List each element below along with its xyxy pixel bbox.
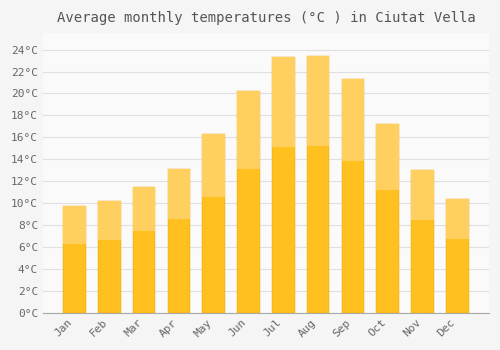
Bar: [133, 187, 156, 313]
Bar: [237, 91, 260, 313]
Bar: [376, 124, 399, 190]
Bar: [98, 201, 120, 240]
Title: Average monthly temperatures (°C ) in Ciutat Vella: Average monthly temperatures (°C ) in Ci…: [56, 11, 476, 25]
Bar: [446, 199, 468, 239]
Bar: [237, 91, 260, 169]
Bar: [63, 206, 86, 244]
Bar: [133, 187, 156, 231]
Bar: [376, 124, 399, 313]
Bar: [307, 56, 330, 313]
Bar: [342, 79, 364, 313]
Bar: [168, 169, 190, 219]
Bar: [272, 57, 294, 147]
Bar: [63, 206, 86, 313]
Bar: [202, 134, 225, 197]
Bar: [411, 170, 434, 220]
Bar: [168, 169, 190, 313]
Bar: [272, 57, 294, 313]
Bar: [342, 79, 364, 161]
Bar: [446, 199, 468, 313]
Bar: [411, 170, 434, 313]
Bar: [202, 134, 225, 313]
Bar: [98, 201, 120, 313]
Bar: [307, 56, 330, 146]
